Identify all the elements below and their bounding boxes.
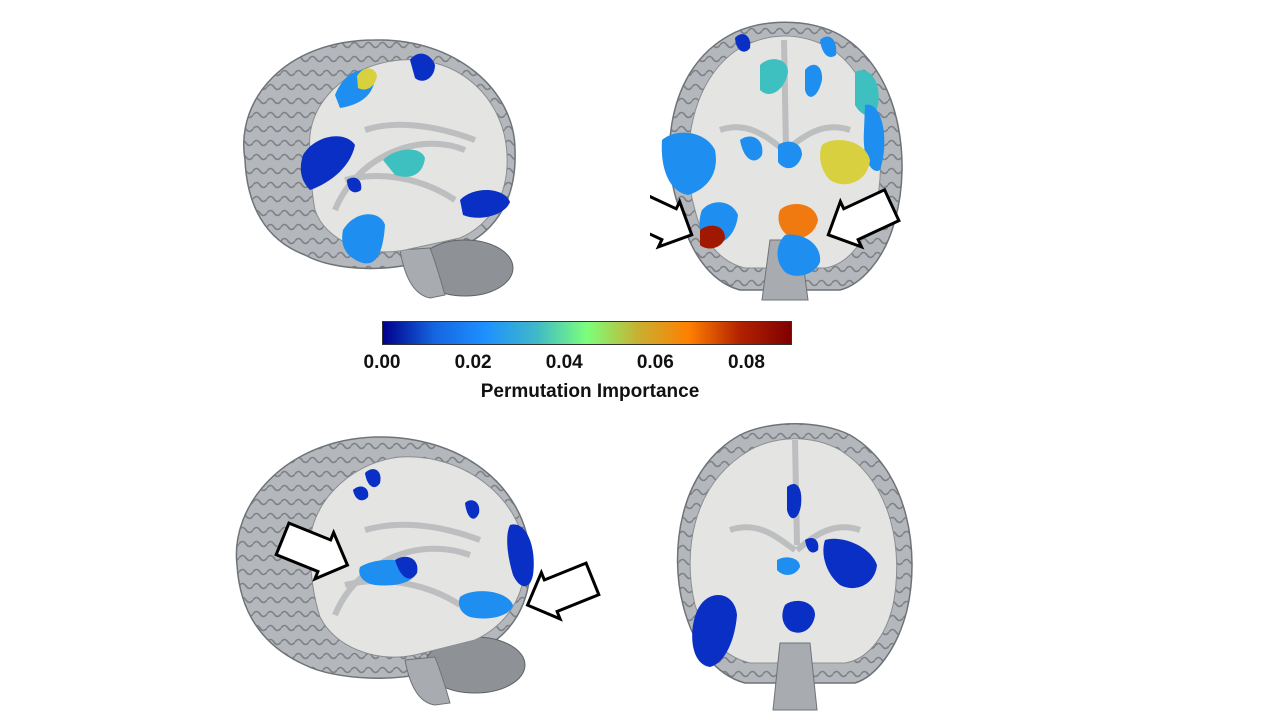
- activation-blob: [777, 557, 800, 575]
- activation-blob: [357, 68, 377, 90]
- activation-blob: [740, 136, 763, 161]
- arrow-icon: [274, 521, 350, 582]
- activation-blob: [507, 524, 534, 587]
- brain-sagittal-top-panel: [225, 10, 525, 300]
- activation-blob: [823, 538, 877, 589]
- brain-sagittal-bottom-image: [235, 436, 601, 706]
- activation-blob: [855, 70, 879, 116]
- activation-blob: [805, 538, 819, 553]
- activation-blob: [820, 36, 837, 58]
- activation-blob: [395, 556, 418, 579]
- activation-blob: [460, 190, 510, 218]
- activation-blob: [365, 469, 381, 488]
- brain-coronal-top-image: [650, 21, 903, 301]
- activation-blob: [777, 234, 821, 276]
- colorbar-legend: 0.00 0.02 0.04 0.06 0.08 Permutation Importa…: [360, 318, 820, 413]
- brain-sagittal-top-image: [243, 39, 516, 299]
- activation-blob: [383, 149, 425, 177]
- activation-blob: [778, 141, 802, 169]
- brain-sagittal-bottom-panel: [225, 425, 605, 715]
- activation-blob: [760, 59, 788, 94]
- colorbar-tick-label: 0.04: [545, 352, 583, 373]
- activation-blob: [735, 34, 751, 52]
- activation-blob: [782, 600, 815, 633]
- arrow-icon: [826, 187, 901, 250]
- activation-blob: [820, 140, 870, 185]
- activation-blob: [353, 486, 369, 501]
- colorbar-tick-label: 0.00: [363, 352, 401, 373]
- activation-blob: [465, 500, 480, 519]
- brainstem: [399, 247, 446, 299]
- activation-blob: [661, 132, 716, 195]
- activation-blob: [787, 484, 802, 519]
- colorbar-tick-label: 0.06: [636, 352, 674, 373]
- activation-blob: [692, 595, 737, 667]
- arrow-icon: [650, 187, 694, 250]
- activation-blob: [778, 204, 818, 239]
- colorbar-gradient: [382, 321, 792, 345]
- colorbar-tick-label: 0.08: [727, 352, 765, 373]
- colorbar-tick-label: 0.02: [454, 352, 492, 373]
- activation-blob: [863, 104, 885, 171]
- activation-blob: [458, 591, 513, 619]
- activation-blob: [410, 53, 435, 81]
- brain-coronal-bottom-panel: [665, 415, 925, 715]
- brainstem: [404, 656, 451, 706]
- arrow-icon: [525, 561, 601, 622]
- brainstem: [772, 642, 818, 711]
- brain-coronal-bottom-image: [676, 423, 913, 711]
- activation-blob: [700, 225, 725, 249]
- activation-blob: [347, 177, 362, 193]
- activation-blob: [805, 64, 823, 97]
- activation-blob: [300, 136, 355, 190]
- brain-coronal-top-panel: [650, 10, 920, 310]
- colorbar-title: Permutation Importance: [480, 381, 700, 402]
- activation-blob: [342, 214, 385, 264]
